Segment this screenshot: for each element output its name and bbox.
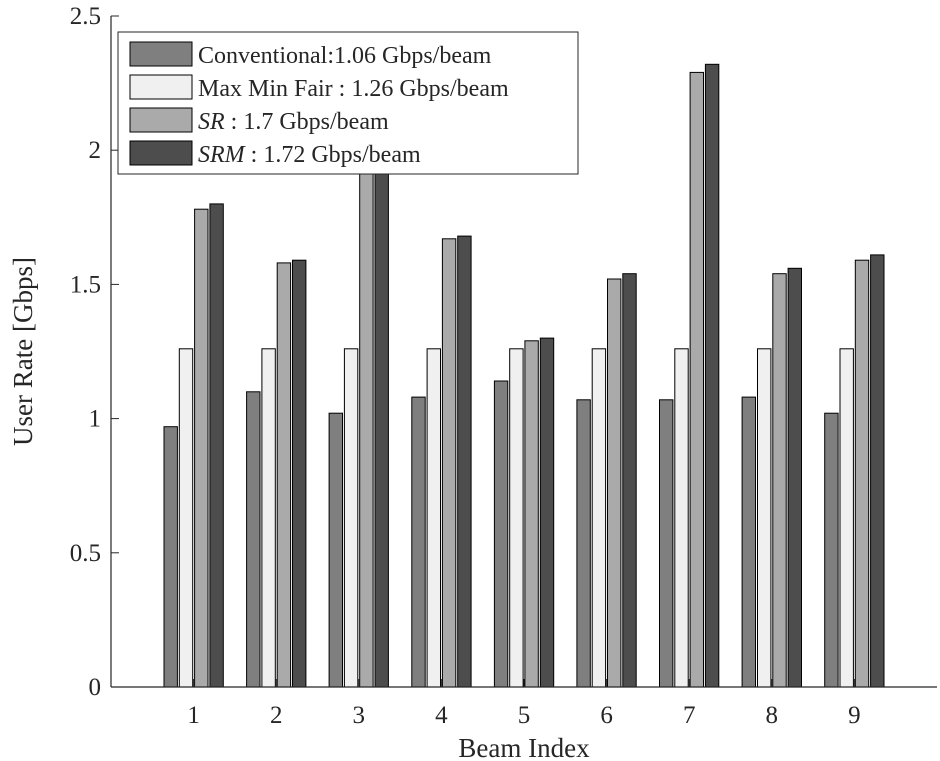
x-tick-label: 3	[353, 702, 366, 729]
bar-beam-8-series-3	[772, 273, 787, 688]
bar-beam-1-series-3	[194, 208, 209, 688]
bar-beam-4-series-2	[426, 348, 442, 688]
bar-beam-4-series-1	[411, 396, 426, 688]
bar-beam-7-series-2	[674, 348, 689, 688]
legend-swatch	[129, 107, 193, 133]
bar-beam-8-series-4	[787, 267, 802, 688]
legend-label: : 1.72 Gbps/beam	[245, 142, 421, 168]
bar-beam-7-series-3	[689, 71, 704, 688]
bar-beam-3-series-1	[328, 412, 344, 688]
bar-beam-3-series-4	[374, 133, 389, 688]
y-axis-title: User Rate [Gbps]	[8, 257, 38, 446]
bars-layer	[163, 63, 885, 688]
x-tick-label: 6	[600, 702, 613, 729]
x-tick-label: 5	[518, 702, 531, 729]
bar-beam-2-series-4	[292, 259, 307, 688]
legend-label: Conventional:1.06 Gbps/beam	[198, 43, 492, 69]
legend-swatch	[129, 74, 193, 100]
bar-beam-2-series-1	[246, 391, 261, 688]
legend-math-symbol: SRM	[198, 142, 247, 168]
bar-beam-3-series-2	[343, 348, 359, 688]
x-tick-label: 7	[683, 702, 696, 729]
bar-beam-3-series-3	[359, 141, 374, 688]
bar-beam-9-series-2	[839, 348, 854, 688]
legend: Conventional:1.06 Gbps/beam Max Min Fair …	[117, 31, 579, 175]
legend-entry: SRM : 1.72 Gbps/beam	[198, 142, 421, 168]
bar-beam-8-series-1	[741, 396, 756, 688]
legend-swatch	[129, 140, 193, 166]
bar-beam-7-series-1	[659, 399, 674, 688]
x-tick-label: 4	[435, 702, 448, 729]
legend-swatch	[129, 41, 193, 67]
bar-beam-5-series-3	[524, 340, 539, 688]
x-axis-title: Beam Index	[458, 733, 590, 761]
bar-beam-4-series-3	[441, 238, 457, 688]
bar-beam-2-series-2	[261, 348, 276, 688]
bar-beam-5-series-2	[509, 348, 524, 688]
x-tick-label: 2	[270, 702, 283, 729]
y-tick-label: 1.5	[70, 271, 101, 298]
x-tick-label: 9	[848, 702, 861, 729]
y-tick-label: 2	[89, 137, 102, 164]
bar-beam-1-series-1	[163, 426, 178, 688]
bar-beam-4-series-4	[457, 235, 472, 688]
ticks-layer: 1 2 3 4 5 6 7 8 9 0 0.5 1 1.5 2 2.5	[70, 3, 861, 729]
y-tick-label: 2.5	[70, 3, 101, 30]
bar-beam-2-series-3	[276, 262, 292, 688]
legend-box	[117, 31, 579, 175]
legend-entry: SR : 1.7 Gbps/beam	[198, 109, 389, 135]
y-tick-label: 1	[89, 406, 102, 433]
bar-beam-9-series-1	[824, 412, 839, 688]
legend-label: Max Min Fair : 1.26 Gbps/beam	[198, 76, 509, 102]
legend-entry: Max Min Fair : 1.26 Gbps/beam	[198, 76, 509, 102]
x-tick-label: 1	[187, 702, 200, 729]
legend-math-symbol: SR	[198, 109, 225, 135]
bar-beam-1-series-4	[209, 203, 224, 688]
bar-beam-1-series-2	[178, 348, 194, 688]
bar-beam-9-series-3	[854, 259, 870, 688]
y-tick-label: 0	[89, 674, 102, 701]
legend-label: : 1.7 Gbps/beam	[225, 109, 389, 135]
bar-beam-9-series-4	[870, 254, 885, 688]
bar-beam-6-series-4	[622, 273, 637, 688]
bar-beam-8-series-2	[757, 348, 772, 688]
bar-beam-6-series-2	[591, 348, 607, 688]
bar-beam-6-series-3	[607, 278, 622, 688]
y-tick-label: 0.5	[70, 540, 101, 567]
legend-entry: Conventional:1.06 Gbps/beam	[198, 43, 492, 69]
bar-beam-6-series-1	[576, 399, 591, 688]
x-tick-label: 8	[766, 702, 779, 729]
bar-beam-7-series-4	[704, 63, 720, 688]
bar-beam-5-series-4	[539, 337, 555, 688]
bar-beam-5-series-1	[493, 380, 509, 688]
